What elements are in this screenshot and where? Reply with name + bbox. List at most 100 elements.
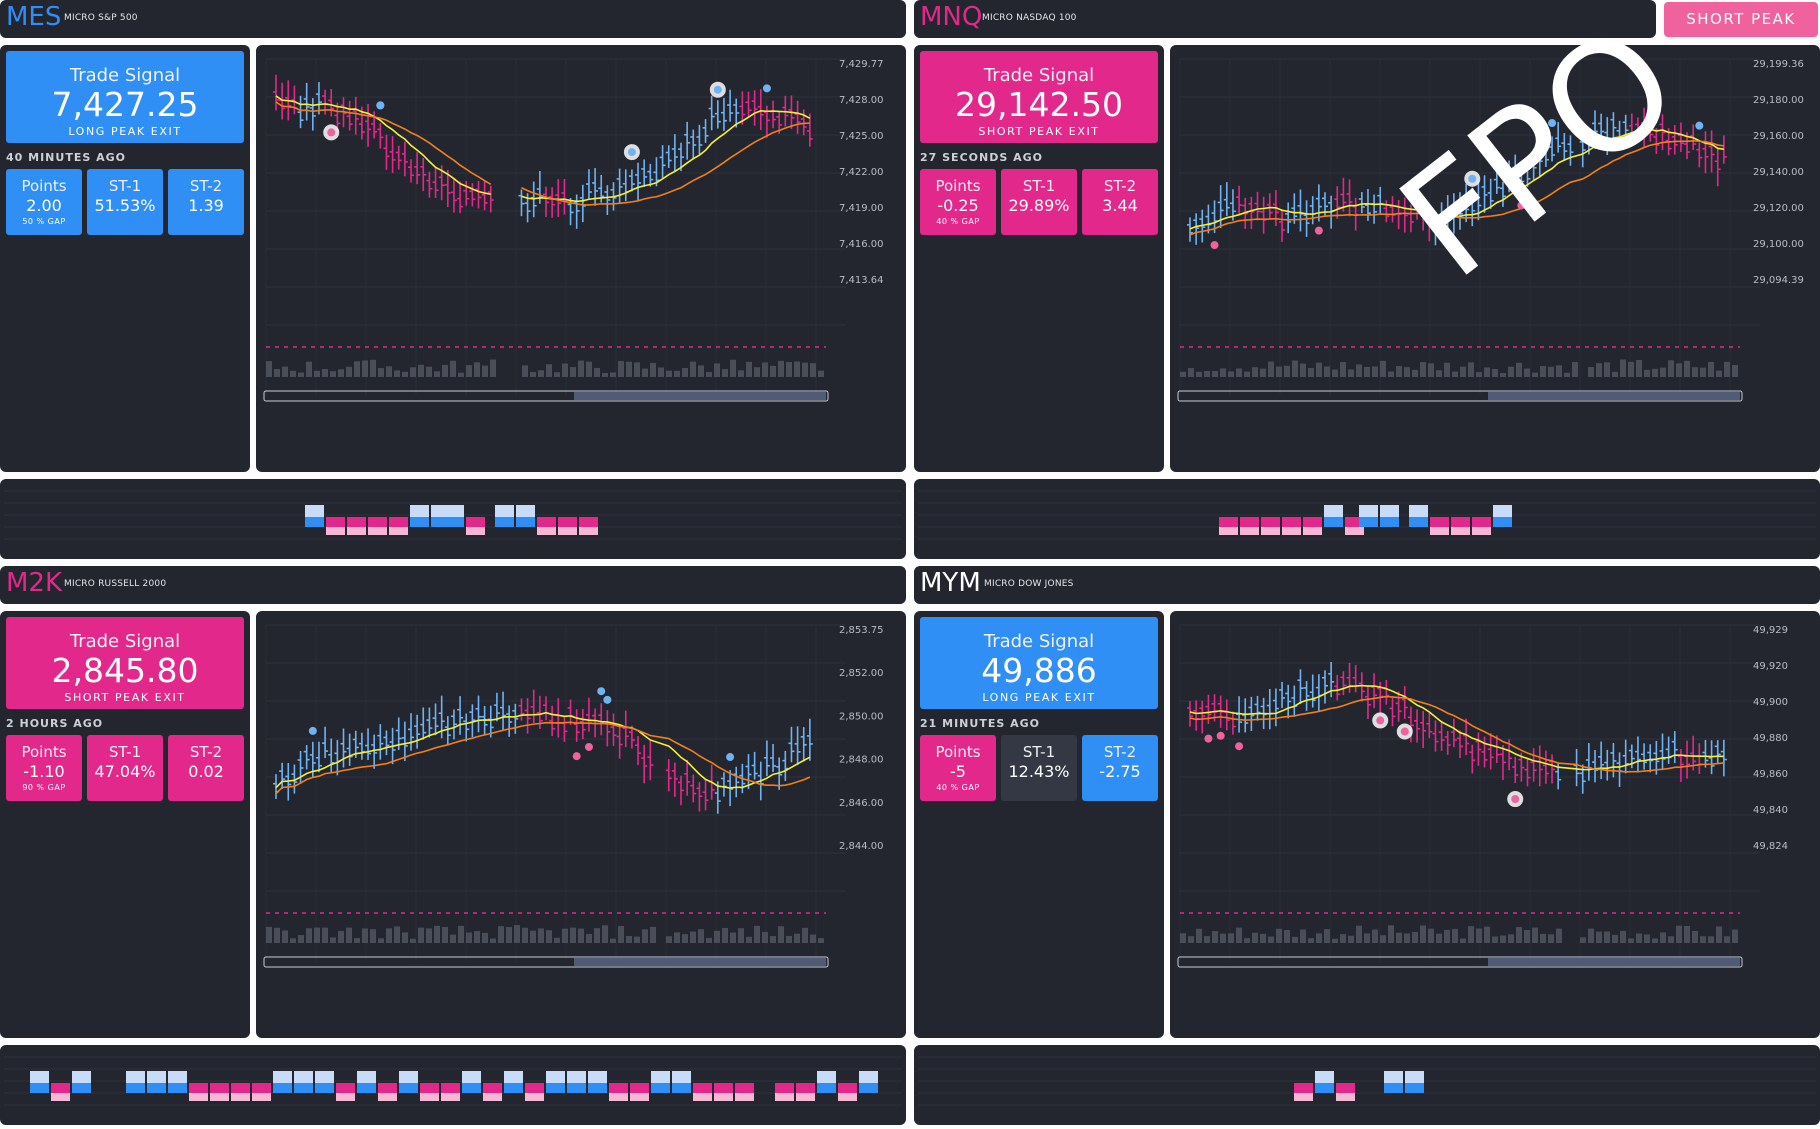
signal-cell [389,517,408,527]
time-scroller-handle[interactable] [574,958,826,966]
volume-bar [1340,934,1346,943]
mym-st1-stat[interactable]: ST-1 12.43% [1001,735,1077,801]
volume-bar [1676,363,1682,377]
mnq-chart[interactable]: 29,199.36 29,180.00 29,160.00 29,140.00 29,1… [1170,45,1820,472]
signal-dot [762,84,771,93]
volume-bar [698,929,704,943]
signal-cell [775,1083,794,1093]
time-scroller-handle[interactable] [574,392,826,400]
mym-points-stat[interactable]: Points -5 40 % GAP [920,735,996,801]
mes-st2-stat[interactable]: ST-2 1.39 [168,169,244,235]
price-axis-label: 7,419.00 [839,203,884,214]
time-scroller[interactable] [263,956,829,968]
volume-bar [1268,361,1274,377]
volume-bar [394,370,400,377]
m2k-signal-panel: Trade Signal 2,845.80 SHORT PEAK EXIT 2 … [0,611,250,1038]
time-scroller-handle[interactable] [1488,958,1740,966]
mes-chart[interactable]: 7,429.77 7,428.00 7,425.00 7,422.00 7,419.00… [256,45,906,472]
volume-bar [1636,933,1642,943]
mes-symbol: MES [6,2,62,32]
signal-cell [315,1083,334,1093]
price-axis-label: 7,422.00 [839,167,884,178]
time-scroller[interactable] [1177,956,1743,968]
volume-bar [442,926,448,943]
signal-cell [672,1071,691,1083]
volume-bar [1276,366,1282,377]
signal-cell [273,1083,292,1093]
signal-cell [410,517,429,527]
volume-bar [730,359,736,377]
volume-bar [282,930,288,943]
mym-trade-signal[interactable]: Trade Signal 49,886 LONG PEAK EXIT [920,617,1158,709]
volume-bar [1180,933,1186,943]
volume-bar [1412,932,1418,943]
volume-bar [1460,938,1466,943]
time-scroller[interactable] [263,390,829,402]
volume-bar [522,927,528,943]
signal-dot [1400,727,1409,736]
signal-cell [1493,517,1512,527]
mes-st1-stat[interactable]: ST-1 51.53% [87,169,163,235]
mym-chart[interactable]: 49,929 49,920 49,900 49,880 49,860 49,840 49,8… [1170,611,1820,1038]
m2k-st2-stat[interactable]: ST-2 0.02 [168,735,244,801]
volume-bar [1180,371,1186,377]
m2k-points-stat[interactable]: Points -1.10 90 % GAP [6,735,82,801]
mym-st2-stat[interactable]: ST-2 -2.75 [1082,735,1158,801]
mnq-points-stat[interactable]: Points -0.25 40 % GAP [920,169,996,235]
m2k-chart[interactable]: 2,853.75 2,852.00 2,850.00 2,848.00 2,846.00… [256,611,906,1038]
trade-signal-label: Trade Signal [983,631,1095,652]
mes-points-stat[interactable]: Points 2.00 50 % GAP [6,169,82,235]
volume-bar [522,365,528,377]
volume-bar [314,927,320,943]
stat-title: Points [935,177,981,195]
volume-bar [1388,371,1394,377]
volume-bar [674,370,680,377]
stat-title: Points [21,743,67,761]
signal-cell [859,1083,878,1093]
time-scroller[interactable] [1177,390,1743,402]
time-scroller-handle[interactable] [1488,392,1740,400]
signal-cell [445,505,464,517]
stat-value: -1.10 [23,762,65,781]
signal-cell [1324,517,1343,527]
mnq-st2-stat[interactable]: ST-2 3.44 [1082,169,1158,235]
signal-cell [546,1083,565,1093]
signal-cell [210,1093,229,1101]
signal-cell [399,1071,418,1083]
signal-dot [376,101,385,110]
volume-bar [1204,936,1210,943]
signal-cell [1472,527,1491,535]
stat-title: ST-1 [1022,177,1056,195]
m2k-st1-stat[interactable]: ST-1 47.04% [87,735,163,801]
signal-dot [1376,716,1385,725]
mes-signal-price: 7,427.25 [51,85,199,124]
signal-cell [516,517,535,527]
volume-bar [1708,361,1714,377]
volume-bar [274,927,280,943]
price-axis-label: 2,850.00 [839,711,884,722]
m2k-trade-signal[interactable]: Trade Signal 2,845.80 SHORT PEAK EXIT [6,617,244,709]
volume-bar [1628,938,1634,943]
stat-value: 29.89% [1008,196,1070,215]
signal-cell [51,1083,70,1093]
signal-dot [1548,119,1557,128]
mnq-trade-signal[interactable]: Trade Signal 29,142.50 SHORT PEAK EXIT [920,51,1158,143]
volume-bar [386,366,392,377]
volume-bar [1604,362,1610,377]
mes-trade-signal[interactable]: Trade Signal 7,427.25 LONG PEAK EXIT [6,51,244,143]
volume-bar [706,937,712,943]
volume-bar [562,363,568,377]
short-peak-exit-button[interactable]: SHORT PEAK EXIT [1664,2,1818,63]
signal-dot [603,695,612,704]
volume-bar [1356,364,1362,377]
volume-bar [650,362,656,377]
volume-bar [578,360,584,377]
volume-bar [1508,366,1514,377]
mym-symbol: MYM [920,568,981,598]
volume-bar [1660,367,1666,377]
signal-cell [630,1083,649,1093]
volume-bar [378,368,384,377]
signal-cell [1336,1093,1355,1101]
mnq-st1-stat[interactable]: ST-1 29.89% [1001,169,1077,235]
stat-value: 2.00 [26,196,62,215]
